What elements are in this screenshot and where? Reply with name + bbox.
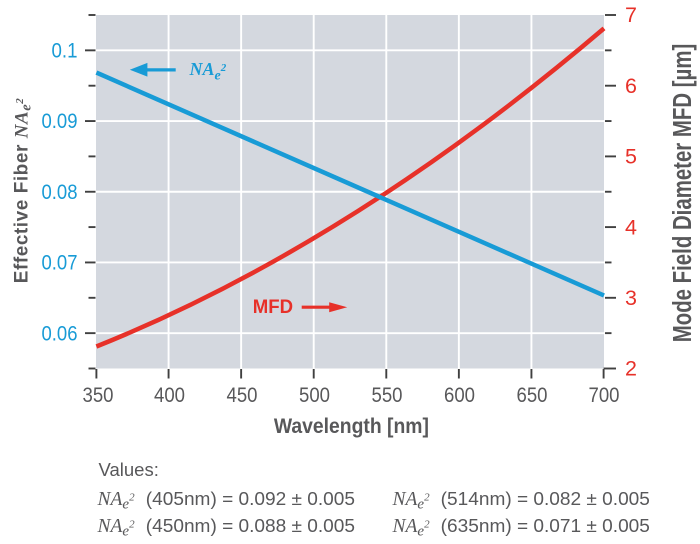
svg-text:400: 400 — [154, 384, 185, 407]
svg-text:(450nm) = 0.088 ± 0.005: (450nm) = 0.088 ± 0.005 — [146, 515, 355, 536]
svg-text:Effective Fiber NAe2: Effective Fiber NAe2 — [12, 98, 35, 284]
svg-text:(514nm) = 0.082 ± 0.005: (514nm) = 0.082 ± 0.005 — [441, 488, 650, 509]
svg-text:Values:: Values: — [99, 459, 159, 480]
svg-text:0.08: 0.08 — [42, 181, 78, 204]
svg-text:NAe2: NAe2 — [392, 516, 431, 540]
svg-text:450: 450 — [227, 384, 258, 407]
svg-text:550: 550 — [372, 384, 403, 407]
svg-text:4: 4 — [625, 215, 637, 239]
svg-text:700: 700 — [589, 384, 620, 407]
svg-text:3: 3 — [625, 286, 637, 310]
svg-text:(635nm) = 0.071 ± 0.005: (635nm) = 0.071 ± 0.005 — [441, 515, 650, 536]
svg-text:5: 5 — [625, 145, 637, 169]
svg-text:500: 500 — [299, 384, 330, 407]
svg-text:(405nm) = 0.092 ± 0.005: (405nm) = 0.092 ± 0.005 — [146, 488, 355, 509]
svg-text:MFD: MFD — [253, 296, 293, 318]
svg-text:650: 650 — [517, 384, 548, 407]
svg-text:600: 600 — [444, 384, 475, 407]
svg-text:350: 350 — [83, 384, 114, 407]
svg-text:7: 7 — [625, 3, 637, 27]
svg-text:6: 6 — [625, 74, 637, 98]
svg-text:0.1: 0.1 — [52, 40, 78, 63]
svg-text:Mode Field Diameter MFD [µm]: Mode Field Diameter MFD [µm] — [668, 44, 697, 342]
svg-text:NAe2: NAe2 — [97, 516, 136, 540]
svg-text:NAe2: NAe2 — [97, 489, 136, 513]
svg-text:Wavelength [nm]: Wavelength [nm] — [274, 415, 429, 438]
svg-text:0.06: 0.06 — [42, 322, 78, 345]
svg-text:0.07: 0.07 — [42, 252, 78, 275]
svg-text:0.09: 0.09 — [42, 110, 78, 133]
svg-text:2: 2 — [625, 357, 637, 381]
svg-text:NAe2: NAe2 — [392, 489, 431, 513]
